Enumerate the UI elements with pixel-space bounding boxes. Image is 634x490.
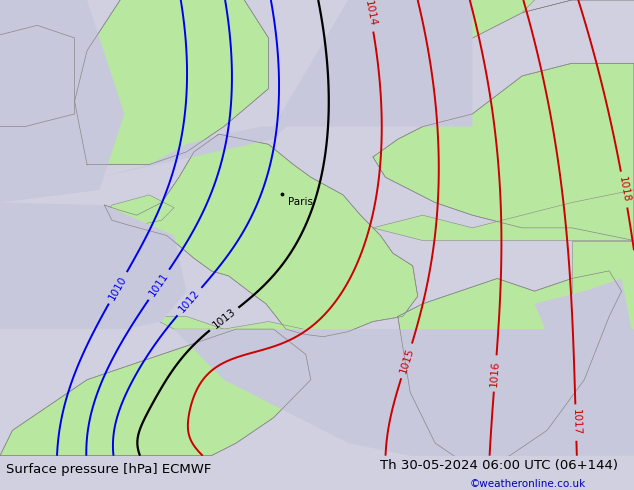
Polygon shape	[75, 0, 269, 165]
Text: Paris: Paris	[288, 197, 313, 207]
Polygon shape	[0, 0, 124, 202]
Text: 1010: 1010	[107, 274, 129, 302]
Text: 1018: 1018	[617, 176, 631, 203]
Polygon shape	[273, 0, 472, 126]
Text: Th 30-05-2024 06:00 UTC (06+144): Th 30-05-2024 06:00 UTC (06+144)	[380, 459, 618, 472]
Polygon shape	[105, 134, 418, 337]
Polygon shape	[428, 392, 467, 448]
Text: 1015: 1015	[398, 347, 415, 375]
Text: ©weatheronline.co.uk: ©weatheronline.co.uk	[469, 479, 585, 489]
Text: 1012: 1012	[177, 288, 202, 315]
Polygon shape	[435, 337, 460, 354]
Polygon shape	[94, 195, 174, 228]
Polygon shape	[373, 190, 634, 241]
Polygon shape	[423, 0, 534, 50]
Text: 1017: 1017	[571, 409, 581, 436]
Polygon shape	[0, 329, 311, 456]
Text: 1011: 1011	[147, 271, 171, 298]
Polygon shape	[0, 25, 75, 126]
Polygon shape	[373, 63, 634, 241]
Polygon shape	[149, 317, 306, 354]
Polygon shape	[0, 202, 186, 329]
Polygon shape	[174, 329, 634, 468]
Text: 1016: 1016	[489, 360, 501, 387]
Polygon shape	[472, 0, 634, 38]
Text: 1014: 1014	[363, 0, 377, 27]
Polygon shape	[534, 278, 634, 392]
Text: Surface pressure [hPa] ECMWF: Surface pressure [hPa] ECMWF	[6, 463, 212, 476]
Polygon shape	[100, 126, 286, 177]
Polygon shape	[398, 271, 621, 468]
Polygon shape	[572, 241, 634, 456]
Text: 1013: 1013	[210, 307, 238, 331]
